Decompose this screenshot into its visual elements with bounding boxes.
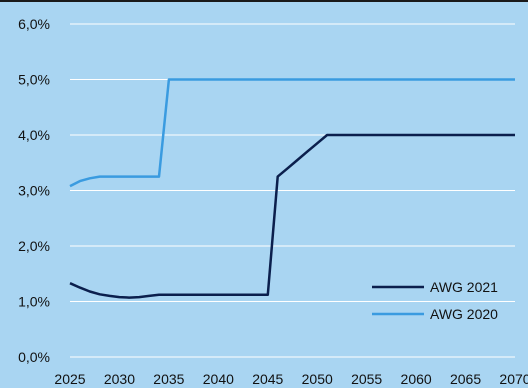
legend-label: AWG 2020 [430, 306, 498, 322]
legend-label: AWG 2021 [430, 279, 498, 295]
x-tick-label: 2040 [203, 371, 234, 387]
legend: AWG 2021 AWG 2020 [372, 279, 498, 322]
x-tick-label: 2050 [302, 371, 333, 387]
x-tick-label: 2045 [252, 371, 283, 387]
y-tick-label: 5,0% [18, 72, 50, 88]
x-tick-label: 2060 [401, 371, 432, 387]
x-tick-label: 2070 [499, 371, 528, 387]
y-tick-label: 6,0% [18, 16, 50, 32]
series-line-awg-2021 [69, 133, 515, 299]
x-axis-ticks: 2025 2030 2035 2040 2045 2050 2055 2060 2065 2070 [54, 371, 528, 387]
y-tick-label: 3,0% [18, 183, 50, 199]
x-tick-label: 2025 [54, 371, 85, 387]
y-tick-label: 0,0% [18, 349, 50, 365]
y-tick-label: 2,0% [18, 238, 50, 254]
y-tick-label: 4,0% [18, 127, 50, 143]
x-tick-label: 2035 [153, 371, 184, 387]
series-line-awg-2020 [69, 78, 515, 188]
y-axis-ticks: 0,0% 1,0% 2,0% 3,0% 4,0% 5,0% 6,0% [18, 16, 50, 365]
x-tick-label: 2055 [351, 371, 382, 387]
x-tick-label: 2030 [104, 371, 135, 387]
series-lines [69, 78, 515, 299]
x-tick-label: 2065 [450, 371, 481, 387]
y-tick-label: 1,0% [18, 294, 50, 310]
